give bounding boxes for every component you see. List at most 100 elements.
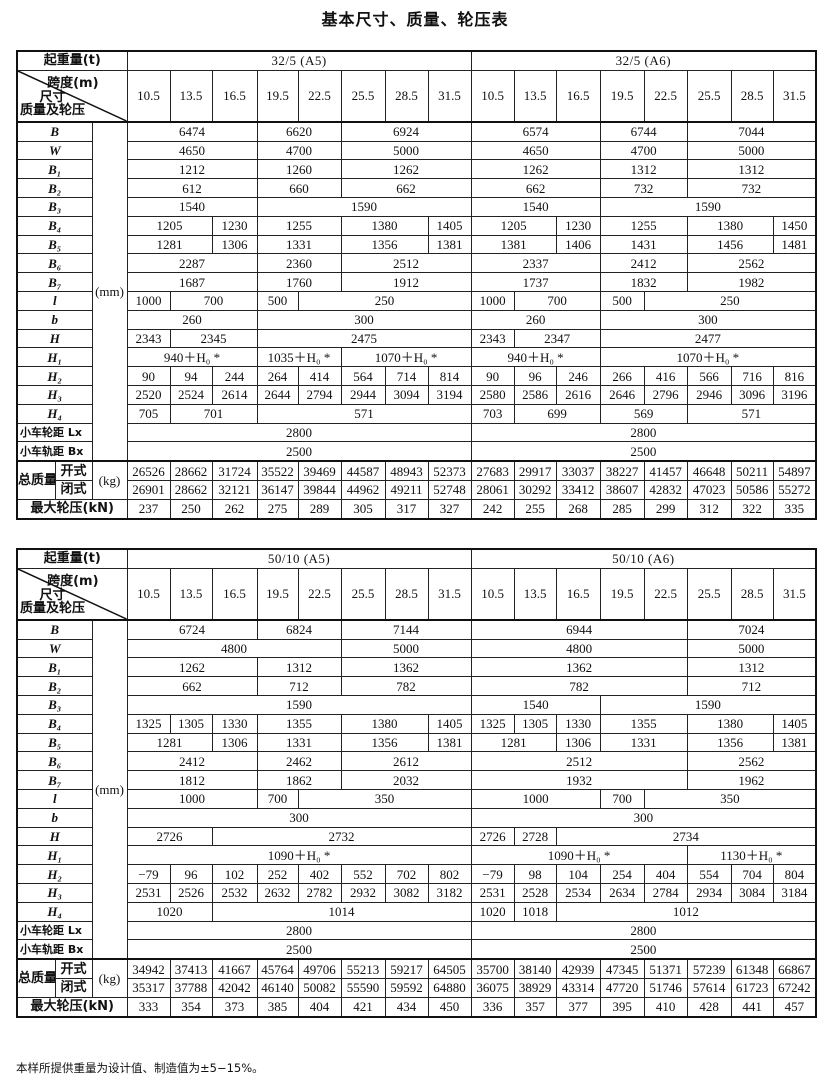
value-cell: 2616 <box>555 384 601 405</box>
value-cell: 1760 <box>256 272 342 292</box>
value-cell: 2500 <box>126 441 472 462</box>
row-label: B₆ <box>16 751 93 772</box>
wheel-load-value: 262 <box>211 498 258 520</box>
value-cell: −79 <box>470 864 515 884</box>
mass-value: 51746 <box>643 977 688 998</box>
mass-value: 52748 <box>427 479 472 500</box>
value-cell: 564 <box>340 366 386 386</box>
mass-value: 28061 <box>470 479 515 500</box>
span-header-31.5: 31.5 <box>772 567 817 621</box>
span-header-22.5: 22.5 <box>297 69 342 123</box>
row-label: B₇ <box>16 770 93 790</box>
value-cell: 2337 <box>470 253 601 274</box>
value-cell: 6744 <box>599 120 688 142</box>
value-cell: 2500 <box>126 939 472 960</box>
value-cell: 1262 <box>470 159 601 180</box>
wheel-load-value: 333 <box>126 996 171 1018</box>
value-cell: 102 <box>211 864 258 884</box>
value-cell: 2531 <box>470 882 515 903</box>
row-label: W <box>16 140 93 161</box>
value-cell: 1325 <box>126 713 171 734</box>
table-row: l 1000 700 350 1000 700 350 <box>16 788 817 809</box>
value-cell: 2462 <box>256 751 342 772</box>
span-header-25.5: 25.5 <box>340 567 386 621</box>
table-row: H₄ 1020 1014 1020 1018 1012 <box>16 901 817 922</box>
table-row: H₂ 90 94 244 264 414 564 714 814 90 96 246 266 416 566… <box>16 366 817 386</box>
value-cell: 4800 <box>126 638 342 659</box>
mass-value: 49211 <box>384 479 429 500</box>
value-cell: 1020 <box>470 901 515 922</box>
mass-type-open: 开式 <box>54 958 93 979</box>
value-cell: 1540 <box>470 694 601 715</box>
value-cell: 500 <box>256 290 299 311</box>
mass-value: 39469 <box>297 460 342 481</box>
mass-value: 50082 <box>297 977 342 998</box>
row-label: H <box>16 328 93 349</box>
row-label: H₃ <box>16 882 93 903</box>
span-header-10.5: 10.5 <box>470 567 515 621</box>
table-row: b 260 300 260 300 <box>16 309 817 330</box>
span-header-22.5: 22.5 <box>643 567 688 621</box>
span-header-31.5: 31.5 <box>772 69 817 123</box>
mass-value: 50211 <box>730 460 774 481</box>
value-cell: 1018 <box>513 901 557 922</box>
wheel-load-value: 395 <box>599 996 645 1018</box>
value-cell: 716 <box>730 366 774 386</box>
value-cell: 2475 <box>256 328 472 349</box>
value-cell: 1306 <box>211 234 258 255</box>
unit-mm: (mm) <box>91 618 128 960</box>
table-row: H₂ −79 96 102 252 402 552 702 802 −79 98 104 254 404 5… <box>16 864 817 884</box>
table-row: b 300 300 <box>16 807 817 828</box>
span-header-19.5: 19.5 <box>256 69 299 123</box>
row-label: 小车轮距 Lx <box>16 920 93 941</box>
value-cell: 700 <box>169 290 258 311</box>
mass-value: 27683 <box>470 460 515 481</box>
table-row: H₃ 2520 2524 2614 2644 2794 2944 3094 3194 2580 25… <box>16 384 817 405</box>
table-row: B (mm) 6724 6824 7144 6944 7024 <box>16 618 817 960</box>
value-cell: 1380 <box>340 215 429 236</box>
value-cell: 5000 <box>686 140 817 161</box>
wheel-load-value: 336 <box>470 996 515 1018</box>
max-wheel-label: 最大轮压(kN) <box>16 996 128 1018</box>
span-header-25.5: 25.5 <box>340 69 386 123</box>
value-cell: 571 <box>686 403 817 424</box>
value-cell: 2794 <box>297 384 342 405</box>
value-cell: 2287 <box>126 253 258 274</box>
wheel-load-value: 385 <box>256 996 299 1018</box>
mass-value: 42939 <box>555 958 601 979</box>
value-cell: 1380 <box>686 215 774 236</box>
mass-value: 33412 <box>555 479 601 500</box>
unit-mm: (mm) <box>91 120 128 462</box>
value-cell: 1306 <box>211 732 258 753</box>
mass-row-open: 总质量 开式 (kg) 34942 37413 41667 45764 49706 55213 5… <box>16 958 817 998</box>
value-cell: 1330 <box>555 713 601 734</box>
row-label: B <box>16 618 93 640</box>
span-header-16.5: 16.5 <box>211 69 258 123</box>
value-cell: 2644 <box>256 384 299 405</box>
value-cell: 554 <box>686 864 732 884</box>
dimension-label-1: 尺寸 <box>39 587 66 603</box>
value-cell: 814 <box>427 366 472 386</box>
mass-value: 57614 <box>686 977 732 998</box>
mass-value: 26901 <box>126 479 171 500</box>
table-row: B₄ 1205 1230 1255 1380 1405 1205 1230 1255 1380 14… <box>16 215 817 236</box>
span-header-19.5: 19.5 <box>256 567 299 621</box>
row-label: B₁ <box>16 159 93 180</box>
table-row: H₄ 705 701 571 703 699 569 571 <box>16 403 817 424</box>
mass-value: 44962 <box>340 479 386 500</box>
value-cell: 1962 <box>686 770 817 790</box>
value-cell: 6474 <box>126 120 258 142</box>
mass-value: 66867 <box>772 958 817 979</box>
value-cell: 300 <box>256 309 472 330</box>
table-row: B₇ 1687 1760 1912 1737 1832 1982 <box>16 272 817 292</box>
value-cell: 6824 <box>256 618 342 640</box>
mass-value: 45764 <box>256 958 299 979</box>
total-mass-label: 总质量 <box>16 460 56 500</box>
table-row: B₅ 1281 1306 1331 1356 1381 1381 1406 1431 1456 14… <box>16 234 817 255</box>
row-label: B₃ <box>16 694 93 715</box>
group-title-a5: 32/5 (A5) <box>126 50 472 71</box>
value-cell: 662 <box>340 178 472 198</box>
spec-table-32t: 起重量(t) 32/5 (A5) 32/5 (A6) 跨度(m) 尺寸 质量及轮压 10.5… <box>16 50 818 520</box>
max-wheel-label: 最大轮压(kN) <box>16 498 128 520</box>
group-title-a6: 32/5 (A6) <box>470 50 817 71</box>
